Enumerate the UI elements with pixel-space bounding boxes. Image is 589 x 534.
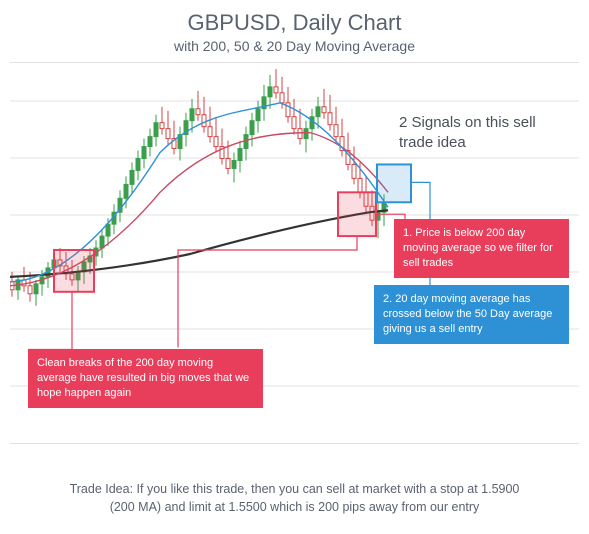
chart-subtitle: with 200, 50 & 20 Day Moving Average: [0, 38, 589, 54]
chart-area: 2 Signals on this sell trade idea 1. Pri…: [10, 62, 579, 444]
chart-title: GBPUSD, Daily Chart: [0, 10, 589, 36]
callout-ma-cross: 2. 20 day moving average has crossed bel…: [374, 285, 569, 344]
trade-idea-text: Trade Idea: If you like this trade, then…: [0, 480, 589, 516]
title-block: GBPUSD, Daily Chart with 200, 50 & 20 Da…: [0, 0, 589, 58]
signal-text: 2 Signals on this sell trade idea: [399, 113, 549, 152]
callout-price-below-ma: 1. Price is below 200 day moving average…: [394, 219, 569, 278]
callout-clean-breaks: Clean breaks of the 200 day moving avera…: [28, 349, 263, 408]
